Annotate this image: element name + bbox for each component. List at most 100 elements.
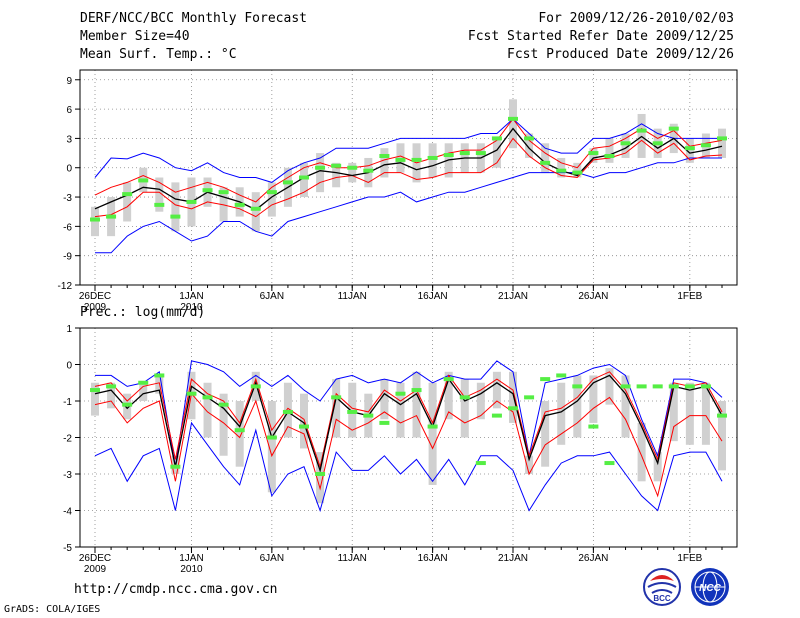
observed-marker <box>717 136 727 141</box>
ncc-logo-text: NCC <box>699 583 721 594</box>
x-tick-label: 1JAN <box>179 291 203 302</box>
y-tick-label: -6 <box>63 222 72 233</box>
observed-marker <box>250 384 261 389</box>
variable-label-precipitation: Prec.: log(mm/d) <box>80 305 206 320</box>
x-tick-year: 2009 <box>84 302 107 313</box>
spread-box <box>605 368 614 405</box>
spread-box <box>428 143 437 178</box>
spread-box <box>637 422 646 482</box>
observed-marker <box>234 428 245 433</box>
spread-box <box>155 177 164 212</box>
spread-box <box>573 375 582 438</box>
bcc-logo: BCC <box>643 568 681 606</box>
observed-marker <box>475 151 486 156</box>
observed-marker <box>379 154 390 158</box>
spread-box <box>605 138 614 163</box>
x-tick-label: 11JAN <box>338 553 367 564</box>
y-tick-label: 9 <box>66 76 72 87</box>
observed-marker <box>524 136 535 141</box>
observed-marker <box>282 180 293 185</box>
y-tick-label: -3 <box>63 470 72 481</box>
ncc-logo: NCC <box>691 568 729 606</box>
spread-box <box>380 148 389 178</box>
source-url[interactable]: http://cmdp.ncc.cma.gov.cn <box>74 582 278 597</box>
variable-label-temperature: Mean Surf. Temp.: °C <box>80 47 237 62</box>
observed-marker <box>331 163 342 168</box>
observed-marker <box>427 424 438 429</box>
spread-line-low <box>94 137 723 218</box>
observed-marker <box>588 424 599 429</box>
spread-box <box>380 379 389 420</box>
spread-box <box>139 382 148 401</box>
observed-marker <box>347 409 358 414</box>
spread-line-low <box>94 392 723 498</box>
observed-marker <box>347 165 358 170</box>
observed-marker <box>170 214 181 219</box>
x-tick-label: 26DEC <box>79 291 111 302</box>
spread-box <box>492 371 501 409</box>
x-tick-year: 2009 <box>84 564 107 575</box>
spread-box <box>669 382 678 442</box>
observed-marker <box>540 377 551 382</box>
observed-marker <box>684 384 695 389</box>
spread-box <box>300 162 308 198</box>
observed-marker <box>218 190 229 195</box>
spread-box <box>396 382 405 438</box>
observed-marker <box>154 373 165 378</box>
observed-marker <box>668 126 679 131</box>
x-tick-label: 6JAN <box>260 291 284 302</box>
observed-marker <box>202 395 213 400</box>
spread-box <box>348 162 357 183</box>
observed-marker <box>186 199 197 204</box>
observed-marker <box>668 384 679 389</box>
observed-marker <box>282 409 293 414</box>
spread-box <box>219 187 228 222</box>
spread-box <box>573 162 582 178</box>
x-tick-year: 2010 <box>180 302 203 313</box>
x-tick-label: 21JAN <box>498 291 528 302</box>
observed-marker <box>556 373 567 378</box>
observed-marker <box>443 377 454 382</box>
x-tick-label: 1FEB <box>677 291 702 302</box>
spread-box <box>621 375 630 438</box>
envelope-line-low <box>95 157 722 254</box>
envelope-line-high <box>94 118 722 183</box>
observed-marker <box>572 170 583 175</box>
observed-marker <box>154 202 165 207</box>
observed-marker <box>427 155 438 160</box>
y-tick-label: 0 <box>66 164 72 175</box>
observed-marker <box>459 395 470 400</box>
spread-box <box>267 401 276 493</box>
observed-marker <box>411 388 422 393</box>
spread-box <box>718 128 726 158</box>
spread-box <box>251 192 260 232</box>
refer-date: Fcst Started Refer Date 2009/12/25 <box>467 29 734 44</box>
x-tick-label: 1FEB <box>677 553 702 564</box>
y-tick-label: 0 <box>66 361 72 372</box>
spread-box <box>557 157 566 178</box>
y-tick-label: -5 <box>63 543 72 554</box>
observed-marker <box>540 160 551 165</box>
member-size: Member Size=40 <box>80 29 190 44</box>
spread-box <box>107 382 116 409</box>
observed-marker <box>475 461 486 466</box>
observed-marker <box>700 384 711 389</box>
spread-box <box>267 182 276 217</box>
x-tick-label: 26DEC <box>79 553 111 564</box>
observed-marker <box>90 388 100 393</box>
y-tick-label: 3 <box>66 134 72 145</box>
observed-marker <box>331 395 342 400</box>
observed-marker <box>636 128 647 133</box>
spread-box <box>316 452 325 504</box>
spread-box <box>685 382 694 445</box>
spread-box <box>589 375 598 423</box>
observed-marker <box>315 165 326 170</box>
spread-box <box>300 393 308 449</box>
ensemble-mean-line <box>94 374 723 473</box>
spread-box <box>412 371 421 438</box>
spread-box <box>171 182 180 232</box>
observed-marker <box>508 116 518 121</box>
spread-box <box>701 382 710 445</box>
